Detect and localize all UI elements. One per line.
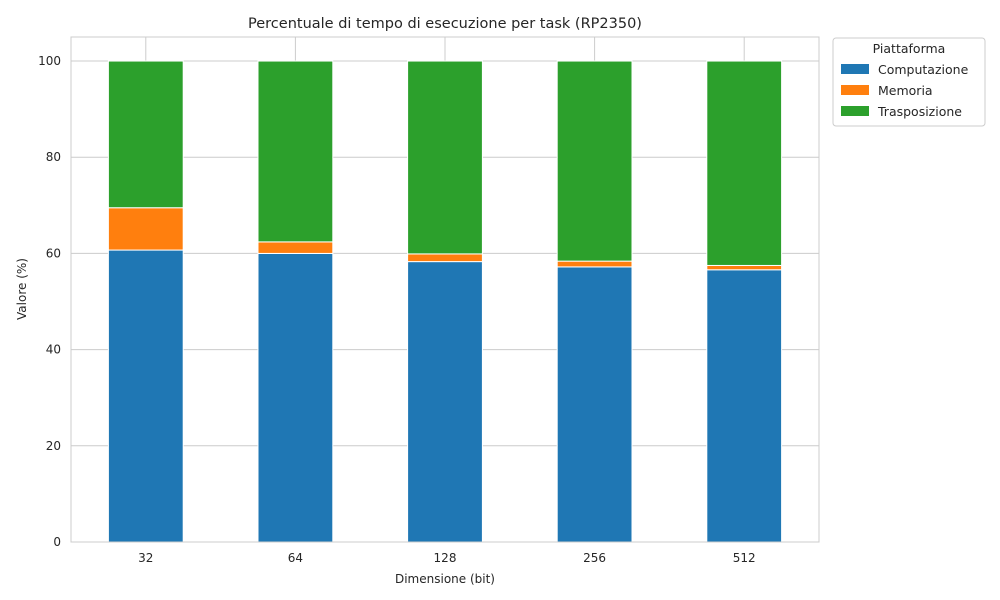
- bar-memoria-128: [407, 253, 483, 263]
- x-tick-label: 256: [583, 551, 606, 565]
- y-axis-label: Valore (%): [15, 258, 29, 320]
- x-tick-label: 128: [434, 551, 457, 565]
- bar-trasposizione-128: [407, 60, 483, 255]
- bar-memoria-64: [257, 241, 334, 254]
- x-tick-label: 64: [288, 551, 303, 565]
- legend-title: Piattaforma: [873, 41, 946, 56]
- bar-memoria-256: [556, 260, 633, 268]
- x-tick-label: 32: [138, 551, 153, 565]
- y-tick-label: 40: [46, 343, 61, 357]
- plot-frame: [70, 36, 820, 543]
- legend: Piattaforma Computazione Memoria Trasposiz…: [832, 37, 986, 127]
- legend-label-computazione: Computazione: [878, 62, 969, 77]
- y-tick-label: 20: [46, 439, 61, 453]
- x-axis-label: Dimensione (bit): [395, 572, 495, 586]
- x-tick-label: 512: [733, 551, 756, 565]
- plot-area: 0 20 40 60 80 100 32 64 128 256 512: [38, 36, 820, 565]
- bar-computazione-128: [407, 261, 483, 543]
- legend-label-memoria: Memoria: [878, 83, 933, 98]
- chart-title: Percentuale di tempo di esecuzione per t…: [248, 16, 642, 32]
- bar-computazione-256: [556, 266, 633, 543]
- y-tick-label: 100: [38, 54, 61, 68]
- bar-trasposizione-256: [556, 60, 633, 262]
- bar-trasposizione-512: [706, 60, 783, 266]
- legend-label-trasposizione: Trasposizione: [877, 104, 962, 119]
- legend-frame: [832, 37, 986, 127]
- y-tick-label: 60: [46, 246, 61, 260]
- legend-swatch-trasposizione: [841, 106, 869, 116]
- bar-computazione-512: [706, 269, 783, 543]
- bar-trasposizione-64: [257, 60, 334, 243]
- y-tick-label: 80: [46, 150, 61, 164]
- bar-computazione-32: [107, 249, 184, 543]
- legend-swatch-computazione: [841, 64, 869, 74]
- bar-memoria-512: [706, 264, 783, 271]
- bar-computazione-64: [257, 252, 334, 543]
- y-tick-label: 0: [53, 535, 61, 549]
- bar-trasposizione-32: [107, 60, 184, 209]
- legend-swatch-memoria: [841, 85, 869, 95]
- bar-memoria-32: [107, 207, 184, 251]
